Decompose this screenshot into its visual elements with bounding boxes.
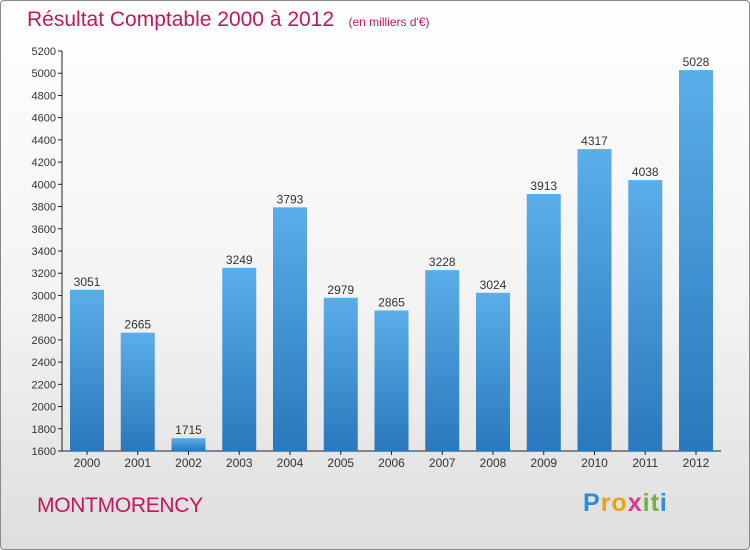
y-tick-label: 4800 [32, 90, 56, 102]
x-tick-label-2005: 2005 [327, 456, 354, 470]
bar-2004 [273, 207, 307, 451]
bar-2010 [577, 149, 612, 451]
y-tick-label: 1600 [32, 446, 56, 458]
title-subtitle: (en milliers d'€) [348, 15, 430, 29]
y-tick-label: 1800 [32, 424, 56, 436]
bar-2001 [120, 332, 155, 451]
y-tick-label: 3400 [32, 246, 56, 258]
y-tick-label: 2800 [32, 313, 56, 325]
logo-letter: i [642, 489, 651, 517]
title-main: Résultat Comptable 2000 à 2012 [27, 8, 335, 31]
y-tick-label: 3600 [32, 224, 56, 236]
x-tick-label-2010: 2010 [581, 456, 608, 470]
data-label-2009: 3913 [530, 179, 557, 193]
bar-2000 [70, 289, 104, 451]
bar-2003 [222, 267, 257, 451]
x-tick-label-2003: 2003 [226, 456, 253, 470]
bar-2008 [476, 292, 510, 451]
y-tick-label: 3000 [32, 290, 56, 302]
y-tick-label: 5200 [32, 46, 56, 58]
data-label-2010: 4317 [581, 134, 608, 148]
logo-letter: i [659, 489, 668, 517]
bar-2002 [171, 438, 206, 451]
y-tick-label: 3800 [32, 202, 56, 214]
y-tick-label: 4400 [32, 135, 56, 147]
x-tick-label-2004: 2004 [277, 456, 304, 470]
data-label-2007: 3228 [429, 255, 456, 269]
y-tick-label: 4200 [32, 157, 56, 169]
data-label-2012: 5028 [683, 55, 710, 69]
chart-title: Résultat Comptable 2000 à 2012 (en milli… [27, 8, 429, 32]
x-tick-label-2006: 2006 [378, 456, 405, 470]
data-label-2001: 2665 [124, 318, 151, 332]
y-tick-label: 5000 [32, 68, 56, 80]
bar-2011 [628, 180, 663, 451]
logo-letter: P [583, 489, 601, 517]
data-label-2011: 4038 [632, 165, 659, 179]
logo-letter: o [611, 489, 628, 517]
logo-letter: x [627, 489, 643, 517]
y-tick-label: 2600 [32, 335, 56, 347]
y-tick-label: 2200 [32, 379, 56, 391]
data-label-2005: 2979 [327, 283, 354, 297]
data-label-2003: 3249 [226, 253, 253, 267]
bar-2006 [374, 310, 409, 451]
x-tick-label-2009: 2009 [530, 456, 557, 470]
proxiti-logo: Proxiti [583, 489, 668, 518]
bar-2012 [679, 70, 713, 451]
logo-letter: r [600, 489, 612, 517]
y-tick-label: 4600 [32, 113, 56, 125]
y-tick-label: 3200 [32, 268, 56, 280]
data-label-2006: 2865 [378, 295, 405, 309]
x-tick-label-2012: 2012 [683, 456, 710, 470]
bar-2005 [323, 297, 358, 451]
data-label-2008: 3024 [480, 278, 507, 292]
data-label-2004: 3793 [277, 192, 304, 206]
x-tick-label-2011: 2011 [632, 456, 658, 470]
data-label-2000: 3051 [74, 275, 101, 289]
x-tick-label-2008: 2008 [480, 456, 507, 470]
y-tick-label: 4000 [32, 179, 56, 191]
bar-2007 [425, 270, 460, 451]
x-tick-label-2000: 2000 [74, 456, 101, 470]
bar-2009 [526, 194, 561, 451]
x-tick-label-2007: 2007 [429, 456, 456, 470]
y-tick-label: 2000 [32, 402, 56, 414]
x-tick-label-2002: 2002 [175, 456, 202, 470]
logo-letter: t [650, 489, 660, 517]
x-tick-label-2001: 2001 [124, 456, 151, 470]
town-name: MONTMORENCY [37, 494, 203, 517]
y-tick-label: 2400 [32, 357, 56, 369]
data-label-2002: 1715 [175, 423, 202, 437]
